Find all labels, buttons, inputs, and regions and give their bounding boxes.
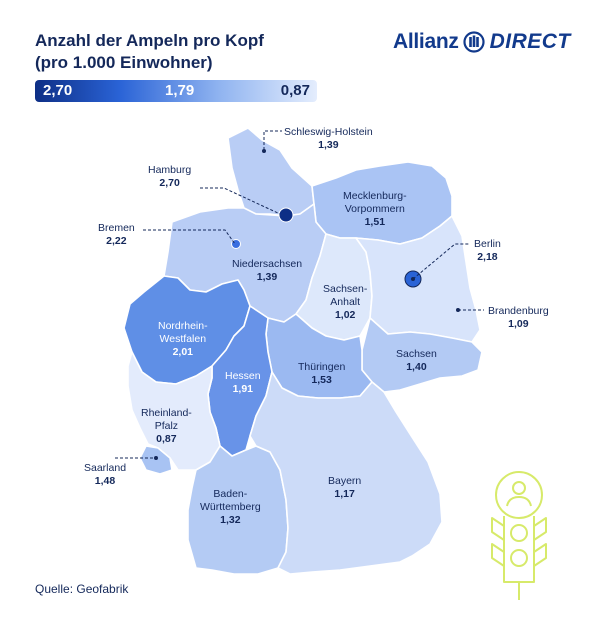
label-rheinland-pfalz-name-1: Rheinland- <box>141 407 192 419</box>
label-hamburg: Hamburg 2,70 <box>148 164 191 190</box>
label-hamburg-value: 2,70 <box>159 177 180 189</box>
label-bayern-name: Bayern <box>328 475 362 487</box>
traffic-light-person-icon <box>491 471 547 600</box>
label-rheinland-pfalz: Rheinland- Pfalz 0,87 <box>141 407 192 446</box>
label-sachsen-name: Sachsen <box>396 348 437 360</box>
state-bayern <box>249 371 443 575</box>
label-hamburg-name: Hamburg <box>148 164 192 176</box>
leader-dot-schleswig-holstein <box>262 149 266 153</box>
label-mecklenburg-vorpommern-value: 1,51 <box>364 216 386 228</box>
label-sachsen: Sachsen 1,40 <box>396 348 437 374</box>
scale-min-value: 0,87 <box>280 82 310 99</box>
label-schleswig-holstein-name: Schleswig-Holstein <box>284 126 373 138</box>
leader-dot-brandenburg <box>456 308 460 312</box>
label-nrw-name-2: Westfalen <box>159 333 207 345</box>
label-nordrhein-westfalen: Nordrhein- Westfalen 2,01 <box>158 320 208 359</box>
label-sachsen-value: 1,40 <box>406 361 427 373</box>
label-thueringen-name: Thüringen <box>298 361 346 373</box>
label-bremen-name: Bremen <box>98 222 135 234</box>
label-sachsen-anhalt-value: 1,02 <box>334 309 356 321</box>
label-niedersachsen-value: 1,39 <box>256 271 278 283</box>
label-brandenburg: Brandenburg 1,09 <box>488 305 549 331</box>
label-nordrhein-westfalen-value: 2,01 <box>172 346 194 358</box>
label-nrw-name-1: Nordrhein- <box>158 320 208 332</box>
label-rheinland-pfalz-name-2: Pfalz <box>154 420 179 432</box>
source-note: Quelle: Geofabrik <box>35 582 129 596</box>
scale-max-value: 2,70 <box>43 82 73 99</box>
label-mecklenburg-name-2: Vorpommern <box>344 203 405 215</box>
label-hessen-name: Hessen <box>225 370 261 382</box>
label-sachsen-anhalt-name-1: Sachsen- <box>323 283 368 295</box>
label-niedersachsen: Niedersachsen 1,39 <box>232 258 302 284</box>
state-hamburg <box>278 207 294 223</box>
logo-product: DIRECT <box>489 30 571 53</box>
label-schleswig-holstein-value: 1,39 <box>318 139 339 151</box>
title-line-1: Anzahl der Ampeln pro Kopf <box>35 31 264 50</box>
label-bayern: Bayern 1,17 <box>328 475 361 501</box>
label-brandenburg-name: Brandenburg <box>488 305 549 317</box>
label-sachsen-anhalt: Sachsen- Anhalt 1,02 <box>323 283 367 322</box>
label-bayern-value: 1,17 <box>334 488 355 500</box>
chart-title: Anzahl der Ampeln pro Kopf (pro 1.000 Ei… <box>35 30 264 74</box>
label-baden-wuerttemberg: Baden- Württemberg 1,32 <box>200 488 261 527</box>
label-saarland: Saarland 1,48 <box>84 462 126 488</box>
label-saarland-name: Saarland <box>84 462 127 474</box>
label-hessen: Hessen 1,91 <box>225 370 261 396</box>
label-berlin-name: Berlin <box>474 238 501 250</box>
label-saarland-value: 1,48 <box>94 475 116 487</box>
leader-line-hamburg <box>200 187 281 215</box>
leader-line-schleswig-holstein <box>263 130 282 150</box>
label-mecklenburg-name-1: Mecklenburg- <box>343 190 407 202</box>
label-baden-wuerttemberg-value: 1,32 <box>220 514 241 526</box>
leader-dot-saarland <box>154 456 158 460</box>
label-hessen-value: 1,91 <box>232 383 254 395</box>
label-sachsen-anhalt-name-2: Anhalt <box>330 296 361 308</box>
label-thueringen: Thüringen 1,53 <box>298 361 345 387</box>
leader-line-bremen <box>143 229 236 245</box>
label-thueringen-value: 1,53 <box>311 374 332 386</box>
leader-dot-berlin <box>411 277 415 281</box>
label-berlin: Berlin 2,18 <box>474 238 501 264</box>
label-berlin-value: 2,18 <box>477 251 498 263</box>
label-baden-wuerttemberg-name-1: Baden- <box>213 488 248 500</box>
label-niedersachsen-name: Niedersachsen <box>232 258 303 270</box>
label-rheinland-pfalz-value: 0,87 <box>156 433 177 445</box>
label-baden-wuerttemberg-name-2: Württemberg <box>200 501 261 513</box>
label-mecklenburg-vorpommern: Mecklenburg- Vorpommern 1,51 <box>343 190 407 229</box>
label-brandenburg-value: 1,09 <box>508 318 529 330</box>
logo-brand: Allianz <box>393 30 459 53</box>
label-bremen-value: 2,22 <box>106 235 127 247</box>
title-line-2: (pro 1.000 Einwohner) <box>35 53 213 72</box>
label-schleswig-holstein: Schleswig-Holstein 1,39 <box>284 126 373 152</box>
allianz-eagle-icon <box>462 31 485 53</box>
allianz-direct-logo: Allianz DIRECT <box>393 30 571 54</box>
label-bremen: Bremen 2,22 <box>98 222 135 248</box>
scale-mid-value: 1,79 <box>165 82 195 99</box>
color-scale-legend: 2,70 1,79 0,87 <box>35 80 317 102</box>
